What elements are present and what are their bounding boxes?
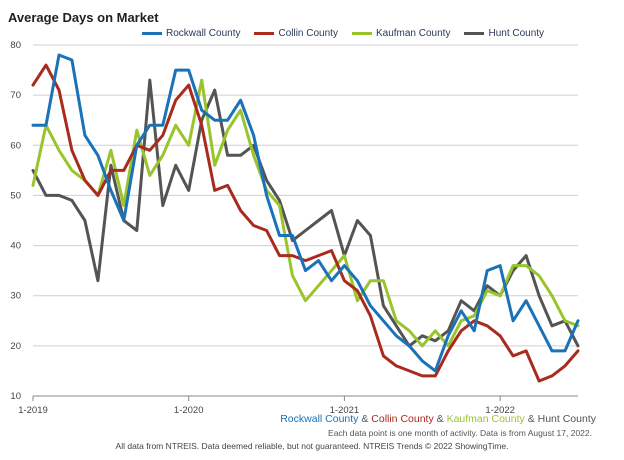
legend-swatch — [464, 32, 485, 35]
chart-legend: Rockwall County Collin County Kaufman Coun… — [142, 28, 544, 39]
legend-item: Collin County — [254, 28, 338, 39]
y-tick-label: 10 — [10, 391, 21, 402]
x-tick-label: 1-2019 — [18, 405, 48, 416]
legend-swatch — [142, 32, 162, 35]
y-tick-label: 60 — [10, 140, 21, 151]
legend-item: Kaufman County — [351, 28, 451, 39]
caption-part: & — [524, 413, 538, 425]
y-tick-label: 20 — [10, 341, 21, 352]
caption-part: & — [358, 413, 372, 425]
series-line-collin-county — [31, 63, 580, 383]
caption-part: Collin County — [371, 413, 434, 425]
chart-title: Average Days on Market — [8, 10, 159, 25]
caption-part: Hunt County — [537, 413, 596, 425]
legend-label: Collin County — [278, 28, 338, 39]
y-tick-label: 80 — [10, 40, 21, 51]
series-line-kaufman-county — [31, 78, 580, 348]
y-tick-label: 70 — [10, 90, 21, 101]
series-caption: Rockwall County & Collin County & Kaufma… — [280, 413, 596, 425]
y-tick-label: 30 — [10, 291, 21, 302]
y-tick-label: 40 — [10, 241, 21, 252]
y-tick-label: 50 — [10, 190, 21, 201]
legend-item: Rockwall County — [142, 28, 240, 39]
legend-swatch — [351, 32, 372, 35]
caption-part: Rockwall County — [280, 413, 359, 425]
legend-item: Hunt County — [464, 28, 544, 39]
series-line-hunt-county — [31, 78, 580, 348]
x-tick-label: 1-2022 — [485, 405, 515, 416]
data-note: Each data point is one month of activity… — [328, 428, 592, 438]
legend-swatch — [254, 32, 275, 35]
caption-part: & — [433, 413, 447, 425]
x-tick-label: 1-2020 — [174, 405, 204, 416]
footer-disclaimer: All data from NTREIS. Data deemed reliab… — [115, 441, 509, 451]
legend-label: Kaufman County — [375, 28, 451, 39]
x-tick-label: 1-2021 — [330, 405, 360, 416]
legend-label: Hunt County — [488, 28, 545, 39]
legend-label: Rockwall County — [166, 28, 241, 39]
series-line-rockwall-county — [31, 53, 580, 373]
caption-part: Kaufman County — [446, 413, 525, 425]
